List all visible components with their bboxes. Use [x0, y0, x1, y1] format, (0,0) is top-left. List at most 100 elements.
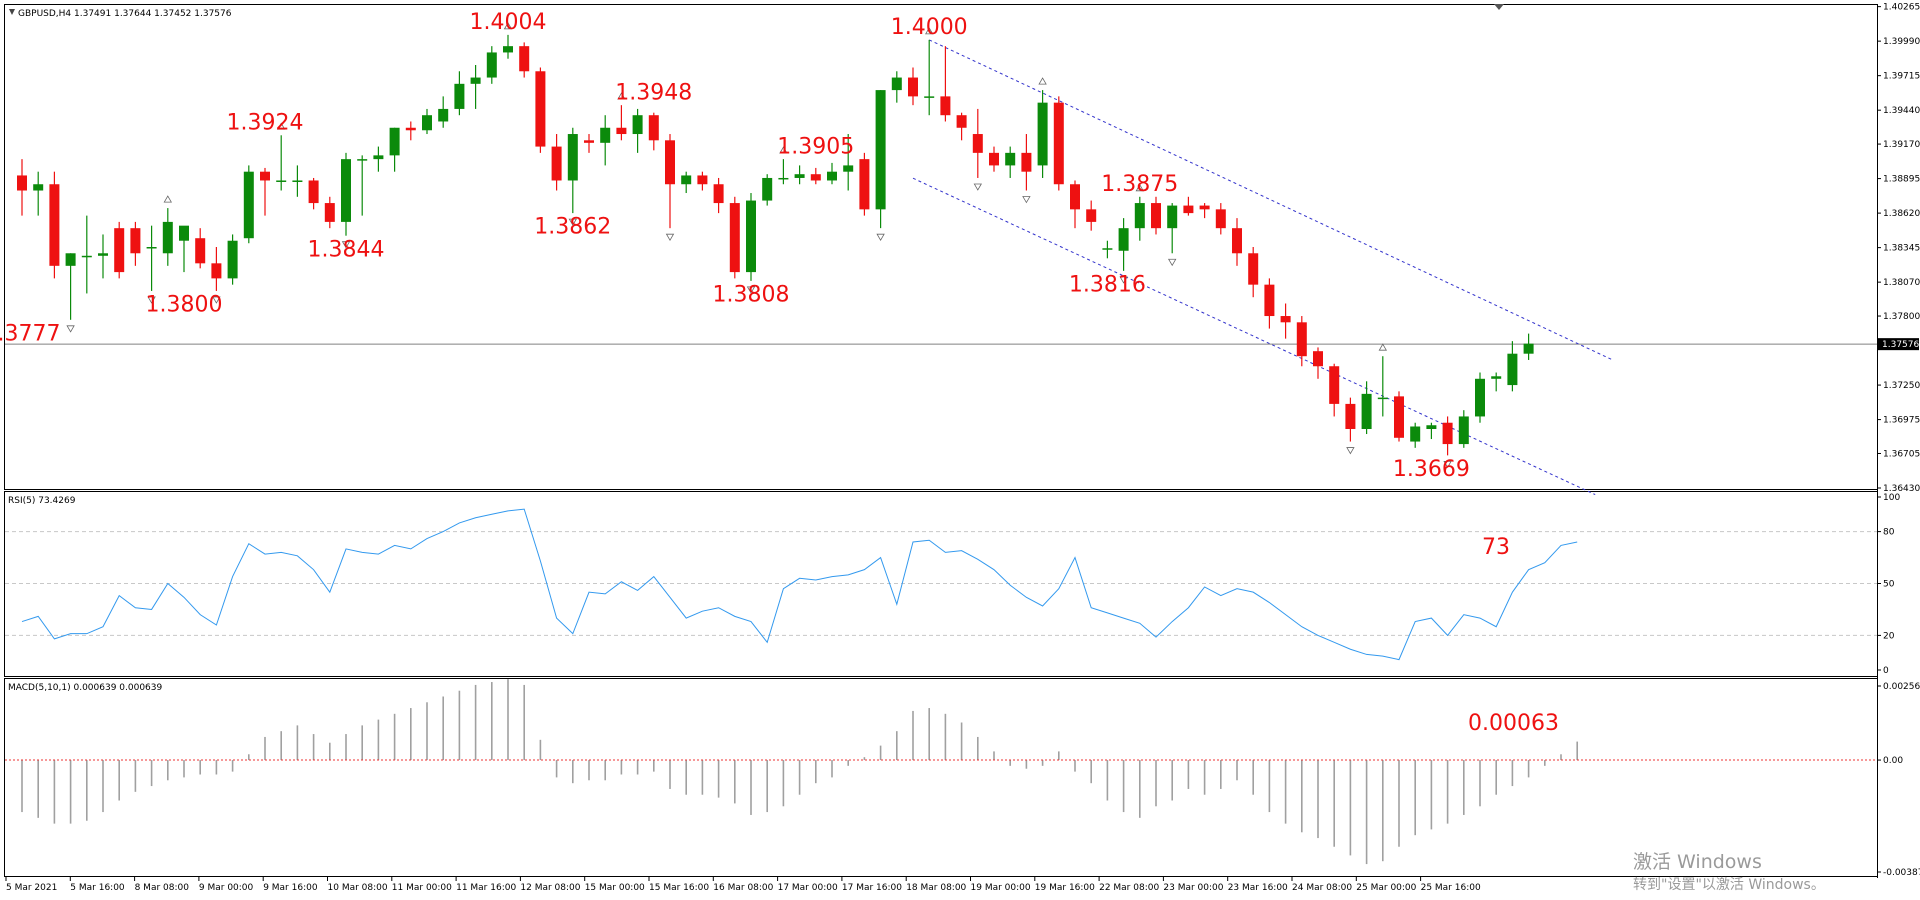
candle [503, 34, 513, 59]
macd-axis: 0.002563 0.00 -0.003874 [1877, 682, 1920, 878]
macd-histogram [5, 679, 1877, 865]
candle [1215, 203, 1226, 235]
fractal-up-icon [1135, 183, 1144, 192]
candle [33, 171, 44, 216]
price-tick-label: 1.36975 [1883, 416, 1920, 426]
price-tick-label: 1.39440 [1883, 106, 1920, 116]
candle [195, 228, 206, 269]
time-tick-label: 17 Mar 16:00 [842, 883, 902, 893]
candle [470, 64, 481, 109]
rsi-axis: 100 80 50 20 0 [1877, 493, 1900, 676]
candle [1507, 341, 1518, 392]
price-annotation: 1.3669 [1393, 457, 1470, 482]
candle [324, 196, 335, 229]
candle [49, 171, 60, 279]
symbol-header: GBPUSD,H4 1.37491 1.37644 1.37452 1.3757… [18, 9, 232, 19]
price-tick-label: 1.39715 [1883, 72, 1920, 82]
price-channel[interactable] [912, 39, 1612, 496]
fractal-up-icon [277, 122, 286, 130]
candle [17, 159, 27, 216]
current-price-box [1878, 338, 1919, 351]
candle [65, 253, 76, 320]
candle [940, 46, 951, 122]
fractal-down-icon [568, 218, 577, 226]
time-tick-label: 25 Mar 00:00 [1356, 883, 1416, 893]
candle [1248, 247, 1259, 298]
candle [843, 134, 854, 191]
candle [584, 134, 594, 153]
candle [972, 108, 983, 178]
candle [681, 171, 692, 194]
candle [1523, 333, 1534, 360]
candle [827, 162, 837, 185]
candle [486, 46, 497, 84]
fractal-up-icon [163, 195, 172, 203]
rsi-tick-label: 80 [1883, 528, 1895, 538]
candle [1280, 303, 1291, 339]
candle [810, 167, 821, 185]
price-annotation: 1.3808 [713, 282, 790, 307]
fractal-down-icon [1119, 276, 1128, 284]
price-tick-label: 1.38345 [1883, 244, 1920, 254]
candle [1296, 316, 1307, 367]
price-annotation: 1.3924 [227, 110, 304, 135]
candle [1134, 196, 1145, 241]
time-tick-label: 10 Mar 08:00 [328, 883, 388, 893]
macd-pane[interactable] [4, 678, 1878, 877]
macd-tick-label: 0.002563 [1883, 682, 1920, 692]
price-annotation: 1.4000 [891, 15, 968, 40]
price-tick-label: 1.40265 [1883, 3, 1920, 13]
candle [130, 221, 141, 266]
current-price-label: 1.37576 [1882, 340, 1919, 350]
candle [924, 39, 935, 116]
candle [1313, 347, 1323, 379]
macd-last-value: 0.00063 [1468, 711, 1559, 736]
candle [1102, 240, 1113, 259]
price-annotation: 1.3948 [615, 80, 692, 105]
candle [162, 208, 173, 266]
price-annotation: 1.3800 [146, 292, 223, 317]
price-tick-label: 1.38620 [1883, 209, 1920, 219]
candle [1232, 218, 1242, 266]
candle [535, 67, 546, 153]
channel-trendline[interactable] [912, 177, 1596, 496]
time-tick-label: 11 Mar 16:00 [456, 883, 516, 893]
time-tick-label: 9 Mar 00:00 [199, 883, 254, 893]
time-tick-label: 15 Mar 16:00 [649, 883, 709, 893]
time-tick-label: 16 Mar 08:00 [713, 883, 773, 893]
candle [211, 247, 222, 291]
candle [1005, 146, 1016, 178]
rsi-tick-label: 20 [1883, 631, 1895, 641]
candle [794, 165, 805, 185]
current-price-line: 1.37576 [5, 338, 1919, 351]
chart-shift-icon[interactable] [1494, 4, 1504, 10]
candle [729, 196, 740, 279]
price-tick-label: 1.37800 [1883, 312, 1920, 322]
rsi-line [21, 508, 1578, 661]
time-axis: 5 Mar 2021 5 Mar 16:00 8 Mar 08:00 9 Mar 00… [5, 877, 1481, 893]
candle [713, 177, 724, 214]
candle [454, 71, 465, 116]
candle [1199, 203, 1210, 219]
dropdown-icon[interactable] [9, 9, 15, 15]
fractal-up-icon [1038, 77, 1047, 85]
candle [114, 221, 125, 279]
candle [1053, 96, 1064, 191]
candle [1426, 422, 1437, 440]
candle [308, 177, 319, 210]
candle [1118, 218, 1129, 271]
fractal-down-icon [746, 286, 756, 294]
candle [778, 159, 789, 185]
time-tick-label: 23 Mar 00:00 [1163, 883, 1223, 893]
candle [260, 167, 270, 216]
candle [697, 171, 708, 191]
rsi-tick-label: 100 [1883, 493, 1900, 503]
candle [405, 121, 416, 141]
price-annotation: 1.3862 [534, 215, 611, 240]
price-pane[interactable] [4, 4, 1878, 490]
time-tick-label: 12 Mar 08:00 [520, 883, 580, 893]
candle [1410, 422, 1421, 448]
price-tick-label: 1.36430 [1883, 484, 1920, 494]
fractal-down-icon [1168, 258, 1177, 267]
